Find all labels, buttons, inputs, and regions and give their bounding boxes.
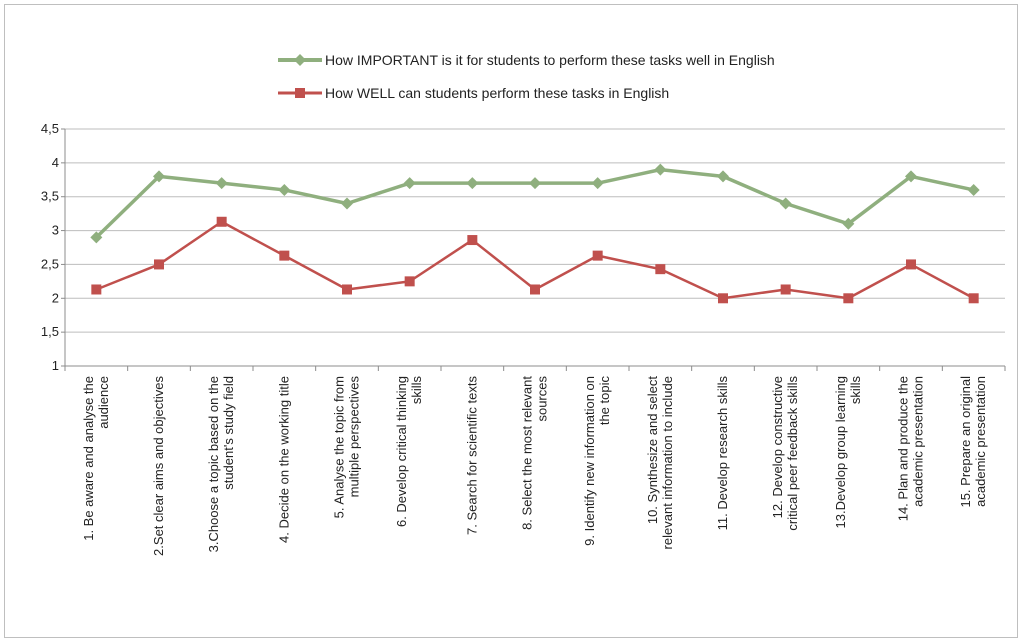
x-category-label-line: 8. Select the most relevant: [520, 376, 535, 530]
series: [90, 163, 980, 304]
chart-frame: [4, 4, 1018, 638]
data-point-well: [530, 284, 540, 295]
x-category-label: 5. Analyse the topic from multiple perspe…: [332, 376, 362, 519]
x-category-label-line: 4. Decide on the working title: [276, 376, 291, 543]
x-category-label-line: 9. Identify new information on: [582, 376, 597, 546]
x-category-label-line: multiple perspectives: [347, 376, 362, 498]
x-category-label-line: 11. Develop research skills: [715, 376, 730, 531]
x-category-label-line: academic presentation: [911, 376, 926, 507]
x-category-label-line: 6. Develop critical thinking: [394, 376, 409, 527]
x-category-label-line: 7. Search for scientific texts: [464, 376, 479, 535]
y-tick-label: 3,5: [41, 189, 59, 204]
data-point-important: [967, 183, 980, 196]
y-tick-label: 2,5: [41, 256, 59, 271]
x-category-label-line: skills: [848, 376, 863, 405]
x-category-label-line: 10. Synthesize and select: [645, 376, 660, 525]
data-point-important: [654, 163, 667, 176]
data-point-well: [404, 276, 415, 287]
x-category-label-line: 14. Plan and produce the: [896, 376, 911, 521]
data-point-well: [216, 216, 227, 227]
x-category-label: 3.Choose a topic based on the student's s…: [206, 376, 236, 552]
legend-label-important: How IMPORTANT is it for students to perf…: [325, 52, 775, 68]
data-point-important: [466, 177, 479, 190]
data-point-important: [215, 177, 228, 190]
data-point-well: [91, 284, 102, 295]
data-point-important: [90, 231, 103, 244]
legend-item-important: How IMPORTANT is it for students to perf…: [278, 52, 775, 68]
x-category-label: 14. Plan and produce the academic present…: [896, 376, 926, 521]
x-category-label: 15. Prepare an original academic presenta…: [958, 376, 988, 508]
x-category-label: 4. Decide on the working title: [276, 376, 291, 543]
y-tick-label: 4: [52, 155, 59, 170]
data-point-important: [905, 170, 917, 183]
x-category-label-line: relevant information to include: [660, 376, 675, 549]
gridlines: [65, 128, 1005, 333]
x-category-label-line: 13.Develop group learning: [833, 376, 848, 529]
y-tick-label: 4,5: [41, 121, 59, 136]
data-point-well: [342, 284, 352, 295]
x-category-label: 1. Be aware and analyse the audience: [81, 376, 111, 541]
data-point-well: [718, 293, 728, 304]
data-point-well: [968, 293, 979, 304]
x-category-label: 8. Select the most relevant sources: [520, 376, 550, 530]
x-category-label: 12. Develop constructive critical peer fe…: [770, 376, 800, 531]
y-tick-label: 1: [52, 358, 59, 373]
x-category-label-line: 15. Prepare an original: [958, 376, 973, 508]
x-category-label-line: academic presentation: [973, 376, 988, 507]
x-category-label-line: 1. Be aware and analyse the: [81, 376, 96, 541]
data-point-well: [655, 264, 666, 275]
x-category-label: 11. Develop research skills: [715, 376, 730, 531]
x-category-label: 13.Develop group learning skills: [833, 376, 863, 529]
x-category-label: 2.Set clear aims and objectives: [151, 376, 166, 556]
legend-item-well: How WELL can students perform these task…: [278, 85, 669, 101]
data-point-well: [906, 259, 916, 270]
y-tick-label: 2: [52, 290, 59, 305]
data-point-important: [278, 183, 291, 196]
data-point-important: [717, 170, 729, 183]
data-point-well: [592, 250, 603, 261]
legend-marker-well: [295, 88, 305, 98]
data-point-important: [779, 197, 792, 210]
x-category-label-line: student's study field: [221, 376, 236, 490]
x-category-label-line: 5. Analyse the topic from: [332, 376, 347, 518]
x-category-label: 9. Identify new information on the topic: [582, 376, 612, 546]
data-point-important: [842, 217, 855, 230]
data-point-well: [843, 293, 854, 304]
data-point-important: [529, 177, 541, 190]
data-point-well: [467, 235, 478, 246]
x-category-label-line: sources: [535, 376, 550, 422]
x-category-label-line: 3.Choose a topic based on the: [206, 376, 221, 552]
data-point-important: [591, 177, 604, 190]
x-category-label-line: critical peer feedback skills: [785, 376, 800, 531]
x-category-label: 10. Synthesize and select relevant inform…: [645, 376, 675, 550]
data-point-important: [153, 170, 165, 183]
data-point-well: [780, 284, 791, 295]
x-category-label: 7. Search for scientific texts: [464, 376, 479, 535]
legend: How IMPORTANT is it for students to perf…: [278, 52, 775, 101]
y-tick-label: 3: [52, 223, 59, 238]
x-category-label-line: the topic: [597, 376, 612, 426]
data-point-well: [279, 250, 290, 261]
data-point-well: [154, 259, 164, 270]
legend-label-well: How WELL can students perform these task…: [325, 85, 669, 101]
x-category-labels: 1. Be aware and analyse the audience 2.Set…: [81, 376, 988, 556]
data-point-important: [341, 197, 353, 210]
x-category-label-line: 12. Develop constructive: [770, 376, 785, 518]
data-point-important: [403, 177, 416, 190]
axes: [61, 128, 1006, 371]
x-category-label-line: skills: [409, 376, 424, 405]
x-category-label-line: audience: [96, 376, 111, 429]
y-tick-labels: 1 1,5 2 2,5 3 3,5 4 4,5: [41, 121, 59, 373]
x-category-label-line: 2.Set clear aims and objectives: [151, 376, 166, 556]
y-tick-label: 1,5: [41, 324, 59, 339]
legend-marker-important: [294, 54, 306, 66]
x-category-label: 6. Develop critical thinking skills: [394, 376, 424, 528]
